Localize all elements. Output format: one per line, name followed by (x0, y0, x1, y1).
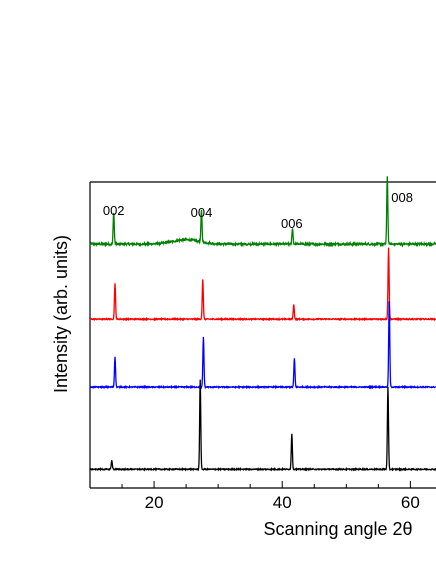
peak-label-008: 008 (391, 190, 413, 205)
series-line-3 (89, 301, 436, 390)
peak-labels: 002 004 006 008 (103, 190, 413, 231)
y-axis-title: Intensity (arb. units) (51, 235, 71, 393)
peak-label-006: 006 (281, 216, 303, 231)
x-tick-label: 40 (273, 493, 292, 512)
peak-label-004: 004 (191, 205, 213, 220)
plot-frame (89, 181, 436, 489)
series-line-2 (89, 247, 436, 322)
x-tick-label: 60 (401, 493, 420, 512)
x-axis-title: Scanning angle 2θ (263, 519, 412, 539)
x-tick-label: 20 (145, 493, 164, 512)
series-line-4 (89, 379, 436, 472)
x-ticks: 20 40 60 (89, 481, 420, 512)
series-layer (89, 176, 436, 472)
peak-label-002: 002 (103, 203, 125, 218)
series-line-1 (89, 176, 436, 248)
